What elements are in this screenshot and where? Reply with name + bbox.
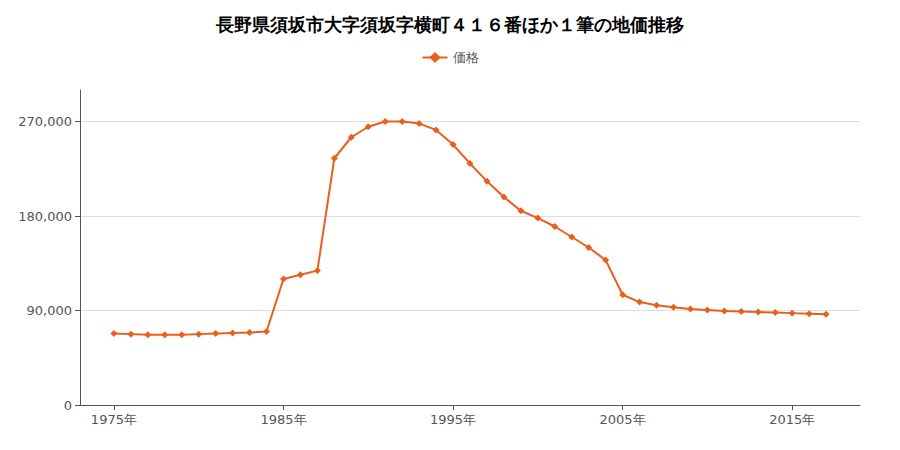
svg-text:1975年: 1975年: [91, 412, 137, 427]
svg-text:1985年: 1985年: [260, 412, 306, 427]
svg-text:2015年: 2015年: [769, 412, 815, 427]
svg-text:長野県須坂市大字須坂字横町４１６番ほか１筆の地価推移: 長野県須坂市大字須坂字横町４１６番ほか１筆の地価推移: [215, 14, 684, 35]
svg-text:270,000: 270,000: [18, 114, 72, 129]
svg-text:90,000: 90,000: [27, 303, 73, 318]
svg-text:180,000: 180,000: [18, 209, 72, 224]
svg-text:1995年: 1995年: [430, 412, 476, 427]
svg-text:0: 0: [64, 398, 72, 413]
svg-text:価格: 価格: [453, 50, 479, 65]
svg-text:2005年: 2005年: [600, 412, 646, 427]
